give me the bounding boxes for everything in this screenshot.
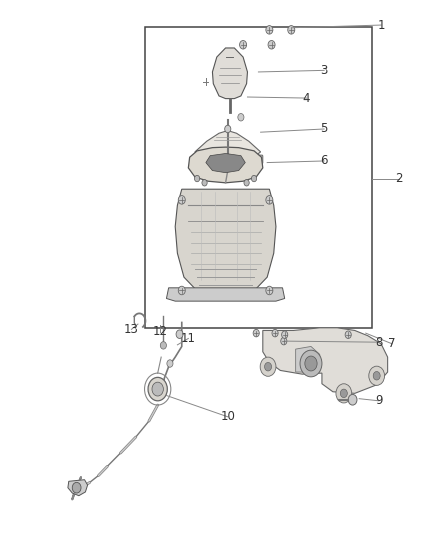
Text: 1: 1 bbox=[377, 19, 385, 31]
Circle shape bbox=[266, 286, 273, 295]
Polygon shape bbox=[188, 147, 263, 183]
Circle shape bbox=[266, 26, 273, 34]
Bar bbox=[145, 27, 372, 328]
Polygon shape bbox=[263, 328, 388, 393]
Text: 4: 4 bbox=[303, 92, 311, 104]
Circle shape bbox=[244, 180, 249, 186]
Circle shape bbox=[348, 394, 357, 405]
Text: 10: 10 bbox=[220, 410, 235, 423]
Circle shape bbox=[167, 360, 173, 367]
Circle shape bbox=[240, 41, 247, 49]
Circle shape bbox=[266, 196, 273, 204]
Circle shape bbox=[282, 331, 288, 338]
Polygon shape bbox=[296, 346, 320, 372]
Text: 5: 5 bbox=[321, 123, 328, 135]
Circle shape bbox=[238, 114, 244, 121]
Text: 8: 8 bbox=[375, 336, 382, 349]
Circle shape bbox=[300, 350, 322, 377]
Circle shape bbox=[281, 337, 287, 345]
Circle shape bbox=[194, 175, 200, 182]
Circle shape bbox=[253, 329, 259, 337]
Circle shape bbox=[369, 366, 385, 385]
Circle shape bbox=[268, 41, 275, 49]
Circle shape bbox=[373, 372, 380, 380]
Circle shape bbox=[202, 180, 207, 186]
Polygon shape bbox=[212, 48, 247, 99]
Circle shape bbox=[225, 125, 231, 133]
Polygon shape bbox=[195, 131, 261, 161]
Text: 3: 3 bbox=[321, 64, 328, 77]
Text: 6: 6 bbox=[320, 155, 328, 167]
Circle shape bbox=[152, 382, 163, 396]
Circle shape bbox=[178, 196, 185, 204]
Circle shape bbox=[160, 342, 166, 349]
Text: 13: 13 bbox=[124, 323, 139, 336]
Circle shape bbox=[288, 26, 295, 34]
Circle shape bbox=[178, 286, 185, 295]
Circle shape bbox=[265, 362, 272, 371]
Polygon shape bbox=[206, 154, 245, 173]
Text: 7: 7 bbox=[388, 337, 396, 350]
Polygon shape bbox=[175, 189, 276, 298]
Text: 12: 12 bbox=[152, 325, 167, 338]
Circle shape bbox=[72, 482, 81, 493]
Text: 9: 9 bbox=[375, 394, 383, 407]
Circle shape bbox=[336, 384, 352, 403]
FancyBboxPatch shape bbox=[193, 155, 263, 164]
Circle shape bbox=[345, 331, 351, 338]
Text: 11: 11 bbox=[181, 332, 196, 345]
Polygon shape bbox=[68, 480, 88, 496]
Circle shape bbox=[176, 330, 183, 338]
Circle shape bbox=[251, 175, 257, 182]
Circle shape bbox=[260, 357, 276, 376]
Circle shape bbox=[272, 329, 278, 337]
Text: 2: 2 bbox=[395, 172, 403, 185]
Circle shape bbox=[305, 356, 317, 371]
Polygon shape bbox=[166, 288, 285, 301]
Circle shape bbox=[148, 377, 167, 401]
Circle shape bbox=[340, 389, 347, 398]
